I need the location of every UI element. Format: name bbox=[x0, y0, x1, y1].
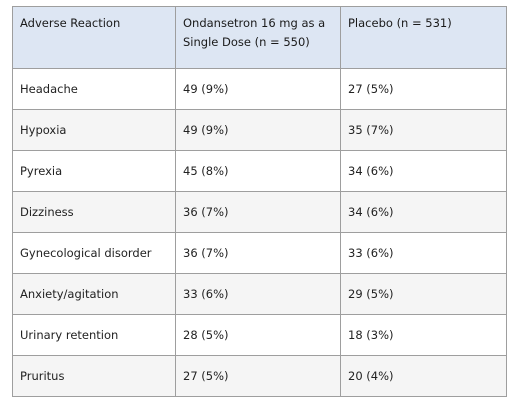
cell-ondansetron: 36 (7%) bbox=[175, 232, 341, 274]
cell-adverse-reaction: Pyrexia bbox=[12, 150, 176, 192]
cell-ondansetron: 45 (8%) bbox=[175, 150, 341, 192]
cell-placebo: 29 (5%) bbox=[340, 273, 507, 315]
cell-adverse-reaction: Hypoxia bbox=[12, 109, 176, 151]
adverse-reactions-table: Adverse Reaction Ondansetron 16 mg as a … bbox=[12, 6, 507, 397]
cell-placebo: 18 (3%) bbox=[340, 314, 507, 356]
cell-ondansetron: 33 (6%) bbox=[175, 273, 341, 315]
cell-placebo: 27 (5%) bbox=[340, 68, 507, 110]
cell-placebo: 34 (6%) bbox=[340, 191, 507, 233]
table-row: Pruritus 27 (5%) 20 (4%) bbox=[12, 355, 507, 397]
table-row: Pyrexia 45 (8%) 34 (6%) bbox=[12, 150, 507, 192]
cell-placebo: 35 (7%) bbox=[340, 109, 507, 151]
table-row: Gynecological disorder 36 (7%) 33 (6%) bbox=[12, 232, 507, 274]
cell-adverse-reaction: Headache bbox=[12, 68, 176, 110]
cell-adverse-reaction: Urinary retention bbox=[12, 314, 176, 356]
cell-ondansetron: 36 (7%) bbox=[175, 191, 341, 233]
cell-ondansetron: 49 (9%) bbox=[175, 109, 341, 151]
cell-adverse-reaction: Pruritus bbox=[12, 355, 176, 397]
cell-placebo: 34 (6%) bbox=[340, 150, 507, 192]
table-row: Dizziness 36 (7%) 34 (6%) bbox=[12, 191, 507, 233]
cell-adverse-reaction: Anxiety/agitation bbox=[12, 273, 176, 315]
cell-ondansetron: 28 (5%) bbox=[175, 314, 341, 356]
cell-ondansetron: 27 (5%) bbox=[175, 355, 341, 397]
column-header-adverse-reaction: Adverse Reaction bbox=[12, 6, 176, 69]
cell-ondansetron: 49 (9%) bbox=[175, 68, 341, 110]
table-row: Hypoxia 49 (9%) 35 (7%) bbox=[12, 109, 507, 151]
table-container: Adverse Reaction Ondansetron 16 mg as a … bbox=[12, 6, 507, 397]
table-header: Adverse Reaction Ondansetron 16 mg as a … bbox=[12, 6, 507, 69]
cell-placebo: 33 (6%) bbox=[340, 232, 507, 274]
table-body: Headache 49 (9%) 27 (5%) Hypoxia 49 (9%)… bbox=[12, 68, 507, 397]
column-header-placebo: Placebo (n = 531) bbox=[340, 6, 507, 69]
cell-adverse-reaction: Gynecological disorder bbox=[12, 232, 176, 274]
header-row: Adverse Reaction Ondansetron 16 mg as a … bbox=[12, 6, 507, 69]
cell-placebo: 20 (4%) bbox=[340, 355, 507, 397]
table-row: Urinary retention 28 (5%) 18 (3%) bbox=[12, 314, 507, 356]
cell-adverse-reaction: Dizziness bbox=[12, 191, 176, 233]
table-row: Headache 49 (9%) 27 (5%) bbox=[12, 68, 507, 110]
table-row: Anxiety/agitation 33 (6%) 29 (5%) bbox=[12, 273, 507, 315]
column-header-ondansetron: Ondansetron 16 mg as a Single Dose (n = … bbox=[175, 6, 341, 69]
